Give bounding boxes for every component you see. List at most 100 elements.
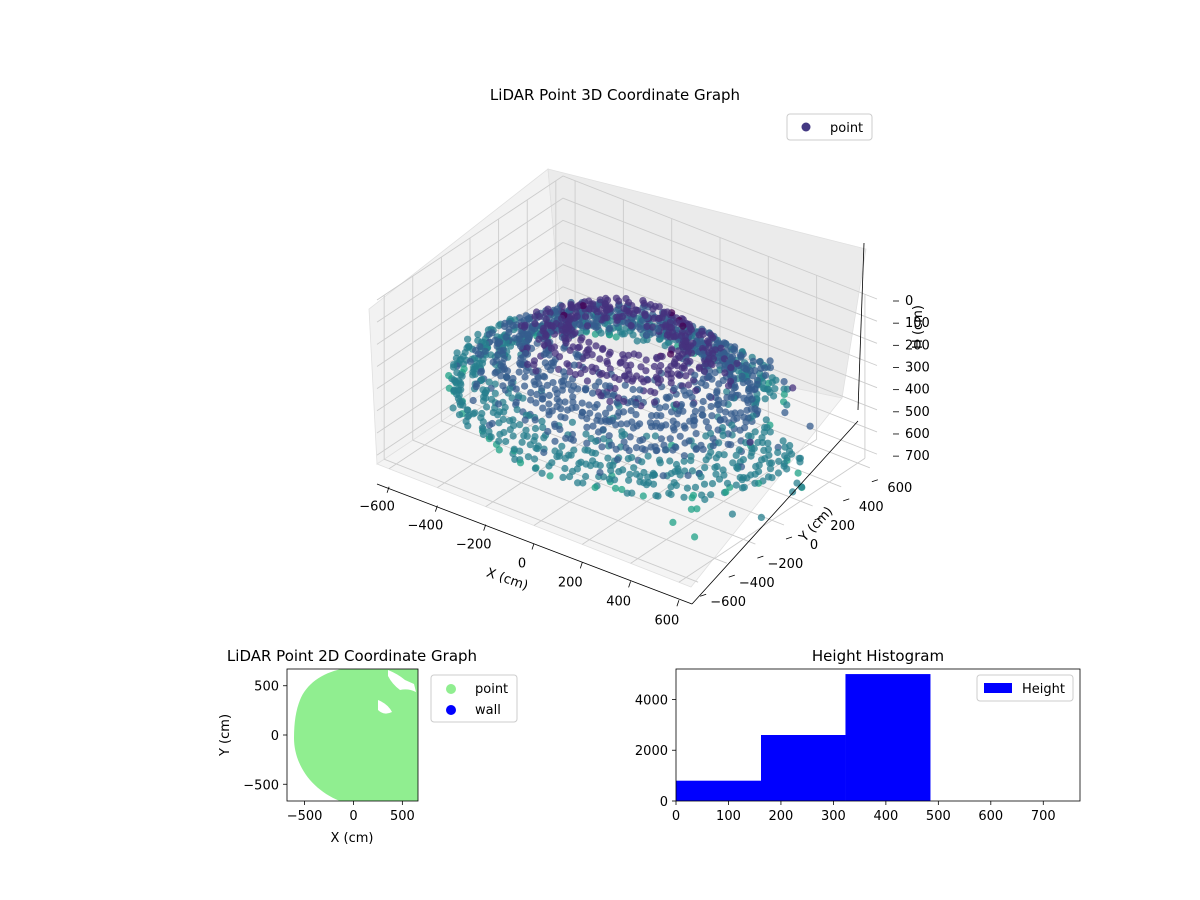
point-3d <box>521 349 530 358</box>
point-3d <box>598 443 606 451</box>
point-3d <box>736 426 744 434</box>
grid-line-z <box>376 264 878 390</box>
point-3d <box>502 333 510 341</box>
point-3d <box>579 479 587 487</box>
point-3d <box>600 435 608 443</box>
point-3d <box>661 446 669 454</box>
point-3d <box>512 385 520 393</box>
point-3d <box>582 430 590 438</box>
point-3d <box>516 447 524 455</box>
point-3d <box>545 400 553 408</box>
point-3d <box>627 322 635 330</box>
point-3d <box>625 298 633 307</box>
x-tick-label-3d: 600 <box>655 613 680 628</box>
point-3d <box>615 408 623 417</box>
point-3d <box>654 325 662 333</box>
point-3d <box>672 481 681 489</box>
point-3d <box>556 425 564 433</box>
point-3d <box>766 465 775 473</box>
histogram-bar <box>760 735 846 801</box>
z-axis-line <box>857 242 865 411</box>
point-3d <box>583 439 591 447</box>
point-3d <box>541 373 549 381</box>
gap-2d-b <box>378 700 392 714</box>
point-3d <box>591 403 599 411</box>
point-3d <box>642 367 650 375</box>
x-tick-3d <box>531 543 535 550</box>
y-tick-label-2d: 0 <box>271 729 279 744</box>
point-3d <box>502 437 510 446</box>
z-tick-label-3d: 0 <box>905 294 913 309</box>
point-3d <box>660 310 668 318</box>
point-3d <box>713 389 721 397</box>
point-3d <box>683 484 692 492</box>
point-3d <box>684 471 692 479</box>
point-3d <box>680 452 689 460</box>
point-3d <box>527 389 535 397</box>
point-3d <box>638 458 646 466</box>
point-3d <box>714 426 722 434</box>
point-3d <box>749 372 757 380</box>
point-3d <box>701 495 709 504</box>
point-3d <box>558 442 566 450</box>
point-3d <box>764 439 772 447</box>
point-3d <box>540 434 548 442</box>
point-3d <box>642 331 651 339</box>
point-3d <box>558 314 566 322</box>
point-3d <box>522 426 530 434</box>
point-3d <box>636 386 644 394</box>
y-tick-label-3d: −600 <box>710 595 746 610</box>
point-3d <box>564 406 572 414</box>
point-3d <box>650 398 659 406</box>
point-3d <box>671 468 679 476</box>
point-3d <box>561 324 570 332</box>
point-3d <box>592 342 600 350</box>
x-tick-label-2d: 0 <box>349 809 357 824</box>
point-3d <box>553 305 561 313</box>
point-3d <box>585 345 593 353</box>
point-3d <box>494 339 502 348</box>
point-3d <box>575 459 583 468</box>
point-3d <box>544 427 552 436</box>
point-3d <box>738 476 746 484</box>
point-3d <box>697 473 705 481</box>
point-3d <box>676 471 684 479</box>
point-3d <box>463 406 471 414</box>
histogram-bar <box>676 780 761 801</box>
gap-2d <box>388 670 416 692</box>
point-3d <box>538 417 546 425</box>
point-3d <box>582 460 590 468</box>
point-3d <box>518 438 526 446</box>
point-3d <box>632 470 640 478</box>
point-3d <box>698 405 706 413</box>
point-3d <box>650 314 658 322</box>
point-3d <box>753 380 761 388</box>
x-tick-label-3d: 200 <box>558 575 583 590</box>
point-3d <box>526 441 534 449</box>
point-3d <box>543 381 552 389</box>
y-tick-label-hist: 0 <box>660 795 668 810</box>
point-3d <box>521 373 529 381</box>
point-3d <box>623 420 631 428</box>
point-3d <box>722 408 730 416</box>
point-3d <box>591 382 600 390</box>
x-tick-label-hist: 200 <box>769 809 794 824</box>
point-3d <box>644 473 652 481</box>
point-3d <box>611 484 620 492</box>
point-3d <box>567 303 575 311</box>
point-3d <box>524 453 533 461</box>
point-3d <box>630 350 638 358</box>
z-tick-label-3d: 700 <box>905 449 930 464</box>
point-3d <box>495 437 503 445</box>
x-axis-line <box>376 483 693 605</box>
point-3d <box>672 460 681 469</box>
point-3d <box>654 379 663 387</box>
histogram-ticks: 0 100 200 300 400 500 600 700 0 2000 4000 <box>635 693 1056 824</box>
point-3d <box>793 479 801 487</box>
histogram-frame <box>675 668 1081 802</box>
point-3d <box>702 456 710 464</box>
point-3d <box>561 454 569 462</box>
point-3d <box>503 373 511 381</box>
y-axis-label-2d: Y (cm) <box>218 714 233 757</box>
point-3d <box>711 369 719 377</box>
